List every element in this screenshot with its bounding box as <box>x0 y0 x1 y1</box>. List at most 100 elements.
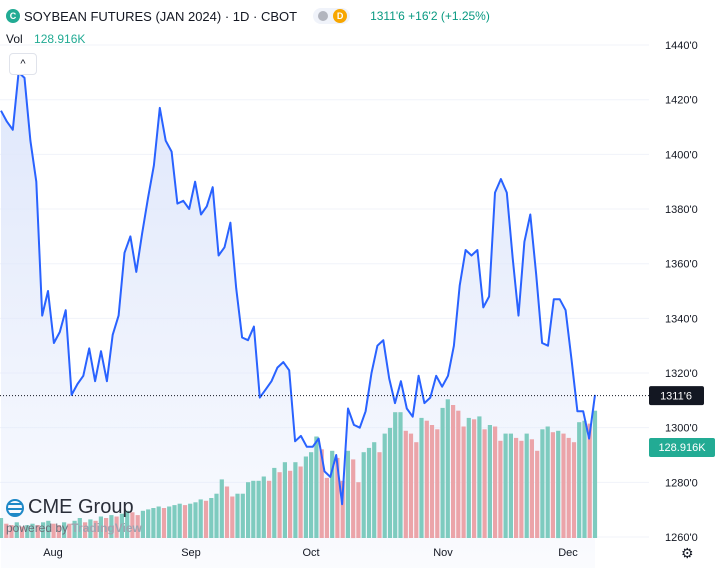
collapse-legend-button[interactable]: ^ <box>9 53 37 75</box>
volume-bar <box>535 450 540 538</box>
cme-group-text: CME Group <box>28 496 134 518</box>
volume-bar <box>503 433 508 538</box>
volume-bars <box>0 399 598 539</box>
volume-last-label: 128.916K <box>649 438 715 457</box>
volume-bar <box>592 410 598 538</box>
volume-bar <box>203 500 209 538</box>
y-tick-label[interactable]: 1380'0 <box>665 204 698 216</box>
y-tick-label[interactable]: 1300'0 <box>665 423 698 435</box>
volume-bar <box>251 480 256 538</box>
volume-bar <box>56 525 61 538</box>
volume-bar <box>88 519 93 538</box>
y-tick-label[interactable]: 1420'0 <box>665 95 698 107</box>
volume-bar <box>319 449 324 538</box>
volume-bar <box>93 520 98 538</box>
volume-bar <box>582 420 587 538</box>
volume-bar <box>230 496 235 538</box>
volume-bar <box>382 433 387 538</box>
volume-bar <box>498 440 503 538</box>
volume-bar <box>235 493 240 538</box>
volume-bar <box>345 450 350 538</box>
volume-bar <box>472 419 477 538</box>
volume-bar <box>182 505 188 538</box>
volume-bar <box>46 520 51 538</box>
volume-bar <box>161 508 167 538</box>
volume-bar <box>556 430 561 539</box>
y-tick-label[interactable]: 1400'0 <box>665 149 698 161</box>
volume-bar <box>340 480 345 538</box>
volume-bar <box>372 442 377 538</box>
volume-bar <box>198 499 203 538</box>
volume-bar <box>119 513 124 538</box>
volume-bar <box>246 482 251 538</box>
volume-bar <box>288 470 293 538</box>
volume-bar <box>98 516 103 538</box>
volume-bar <box>30 523 35 538</box>
volume-bar <box>146 509 151 538</box>
x-tick-label[interactable]: Sep <box>181 547 201 559</box>
volume-bar <box>545 426 550 538</box>
volume-bar <box>587 423 592 538</box>
volume-bar <box>393 412 398 538</box>
volume-bar <box>377 452 382 538</box>
y-tick-label[interactable]: 1260'0 <box>665 532 698 544</box>
volume-bar <box>298 466 303 538</box>
volume-bar <box>209 498 214 538</box>
volume-bar <box>72 520 77 538</box>
x-tick-label[interactable]: Dec <box>558 547 578 559</box>
volume-last-text: 128.916K <box>658 442 706 454</box>
volume-bar <box>519 440 524 538</box>
volume-bar <box>403 430 408 539</box>
volume-bar <box>25 525 30 538</box>
volume-bar <box>130 512 135 538</box>
x-axis-ticks[interactable]: Aug Sep Oct Nov Dec <box>43 547 578 559</box>
volume-bar <box>366 447 372 538</box>
tradingview-text: TradingView <box>71 521 142 535</box>
y-axis-ticks[interactable]: 1260'0 1280'0 1300'0 1320'0 1340'0 1360'0 1380… <box>665 40 698 544</box>
symbol-title[interactable]: SOYBEAN FUTURES (JAN 2024) · 1D · CBOT <box>24 8 298 24</box>
volume-bar <box>577 422 582 538</box>
volume-bar <box>429 425 435 538</box>
y-tick-label[interactable]: 1280'0 <box>665 477 698 489</box>
status-dot-icon <box>318 11 329 21</box>
volume-bar <box>508 433 513 538</box>
y-tick-label[interactable]: 1440'0 <box>665 40 698 52</box>
volume-bar <box>177 503 182 538</box>
volume-bar <box>361 452 366 538</box>
volume-bar <box>14 522 19 538</box>
volume-bar <box>571 442 577 538</box>
volume-bar <box>387 427 393 538</box>
volume-bar <box>514 437 519 538</box>
volume-bar <box>9 525 14 538</box>
volume-bar <box>272 467 277 538</box>
market-status-pill[interactable]: D <box>313 8 351 24</box>
volume-bar <box>477 416 482 538</box>
volume-bar <box>309 452 314 538</box>
volume-bar <box>214 493 219 538</box>
volume-bar <box>293 462 298 538</box>
volume-bar <box>188 503 193 538</box>
volume-bar <box>4 523 9 538</box>
volume-bar <box>125 510 130 538</box>
volume-bar <box>330 450 335 538</box>
volume-bar <box>324 477 329 538</box>
x-tick-label[interactable]: Aug <box>43 547 63 559</box>
volume-bar <box>77 518 82 538</box>
y-tick-label[interactable]: 1340'0 <box>665 313 698 325</box>
powered-by-text: powered by TradingView <box>6 521 142 535</box>
volume-value: 128.916K <box>34 32 86 46</box>
x-tick-label[interactable]: Nov <box>433 547 453 559</box>
chart-header: C SOYBEAN FUTURES (JAN 2024) · 1D · CBOT… <box>6 8 490 24</box>
volume-bar <box>466 417 471 538</box>
volume-bar <box>540 429 545 538</box>
volume-bar <box>493 426 498 538</box>
volume-bar <box>267 480 272 538</box>
x-tick-label[interactable]: Oct <box>302 547 319 559</box>
last-price-text: 1311'6 <box>660 391 692 403</box>
settings-gear-icon[interactable]: ⚙ <box>681 545 694 561</box>
y-tick-label[interactable]: 1360'0 <box>665 259 698 271</box>
volume-bar <box>19 526 25 538</box>
y-tick-label[interactable]: 1320'0 <box>665 368 698 380</box>
volume-bar <box>114 516 119 538</box>
